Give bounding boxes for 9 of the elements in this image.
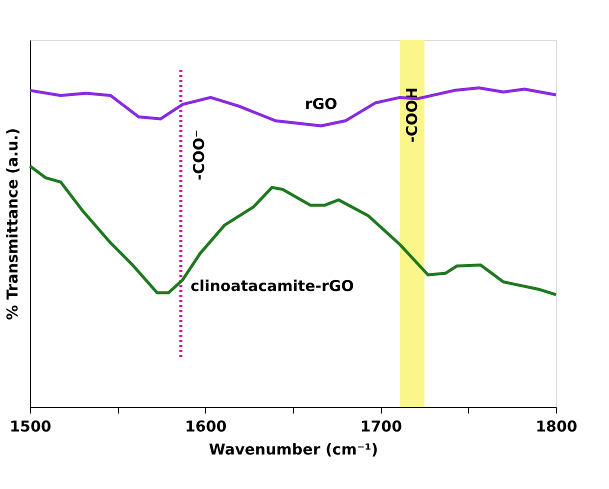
series-label: rGO	[304, 94, 338, 113]
x-tick-label: 1500	[10, 418, 52, 436]
x-tick-label: 1600	[184, 418, 227, 436]
x-tick-label: 1700	[360, 418, 402, 436]
series-label: clinoatacamite-rGO	[190, 276, 354, 295]
ref-line-label: -COO⁻	[190, 130, 208, 180]
x-axis-title: Wavenumber (cm⁻¹)	[208, 440, 378, 458]
x-tick-label: 1800	[536, 418, 578, 436]
y-axis-title: % Transmittance (a.u.)	[4, 128, 22, 320]
